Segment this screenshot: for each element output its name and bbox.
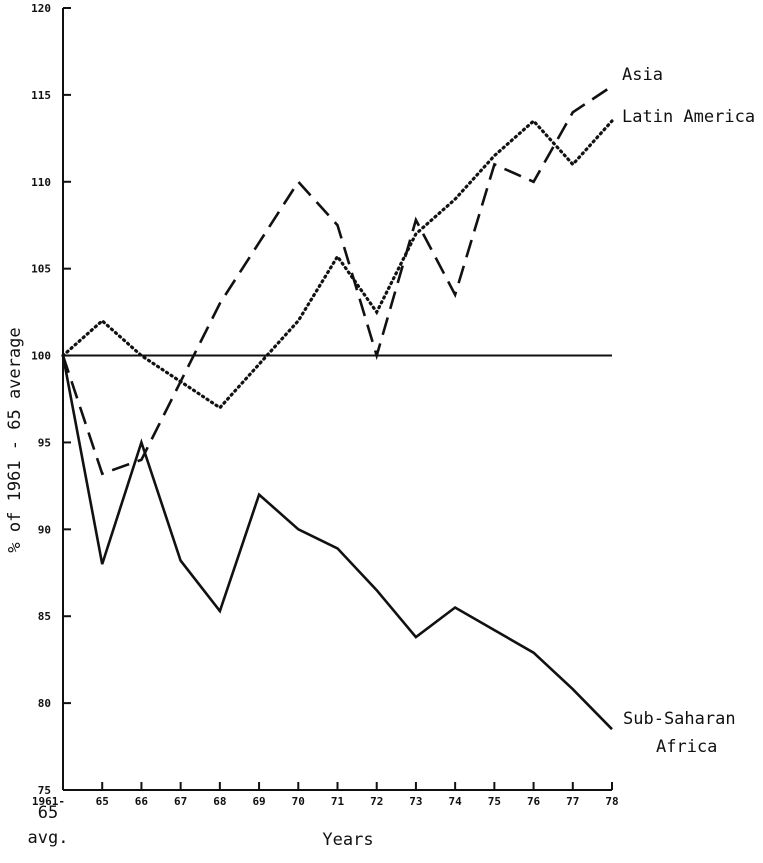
series-label-sub-saharan-africa: Sub-Saharan: [623, 709, 736, 729]
x-origin-label: avg.: [28, 828, 69, 848]
y-tick-label: 115: [31, 89, 51, 102]
x-tick-label: 69: [252, 795, 265, 808]
y-tick-label: 90: [38, 523, 51, 536]
series-line-sub-saharan-africa: [61, 355, 613, 731]
x-tick-label: 1961-: [32, 795, 65, 808]
series-label-asia: Asia: [622, 65, 663, 85]
x-tick-label: 66: [135, 795, 149, 808]
series-label-latin-america: Latin America: [622, 107, 755, 127]
y-tick-label: 85: [38, 610, 51, 623]
x-tick-label: 77: [566, 795, 579, 808]
y-tick-label: 110: [31, 176, 51, 189]
x-tick-label: 78: [605, 795, 618, 808]
series-label-sub-saharan-africa: Africa: [656, 737, 717, 757]
x-tick-label: 73: [409, 795, 422, 808]
y-tick-label: 105: [31, 263, 51, 276]
x-tick-label: 68: [213, 795, 226, 808]
y-tick-label: 100: [31, 350, 51, 363]
x-tick-label: 70: [292, 795, 305, 808]
y-axis-title: % of 1961 - 65 average: [5, 327, 25, 552]
x-tick-label: 72: [370, 795, 383, 808]
x-origin-label: 65: [38, 803, 58, 823]
x-tick-label: 76: [527, 795, 541, 808]
x-tick-label: 75: [488, 795, 501, 808]
y-tick-label: 75: [38, 784, 51, 797]
y-tick-label: 95: [38, 436, 51, 449]
series-group: [61, 85, 614, 731]
x-axis-title: Years: [322, 830, 373, 850]
y-tick-label: 80: [38, 697, 51, 710]
labels-group: Asia Latin America Sub-Saharan Africa: [622, 65, 755, 757]
x-tick-label: 74: [449, 795, 463, 808]
y-tick-label: 120: [31, 2, 51, 15]
series-line-asia: [61, 85, 613, 476]
x-tick-label: 67: [174, 795, 187, 808]
x-tick-label: 65: [96, 795, 109, 808]
series-line-latin-america: [61, 118, 614, 410]
x-tick-label: 71: [331, 795, 345, 808]
